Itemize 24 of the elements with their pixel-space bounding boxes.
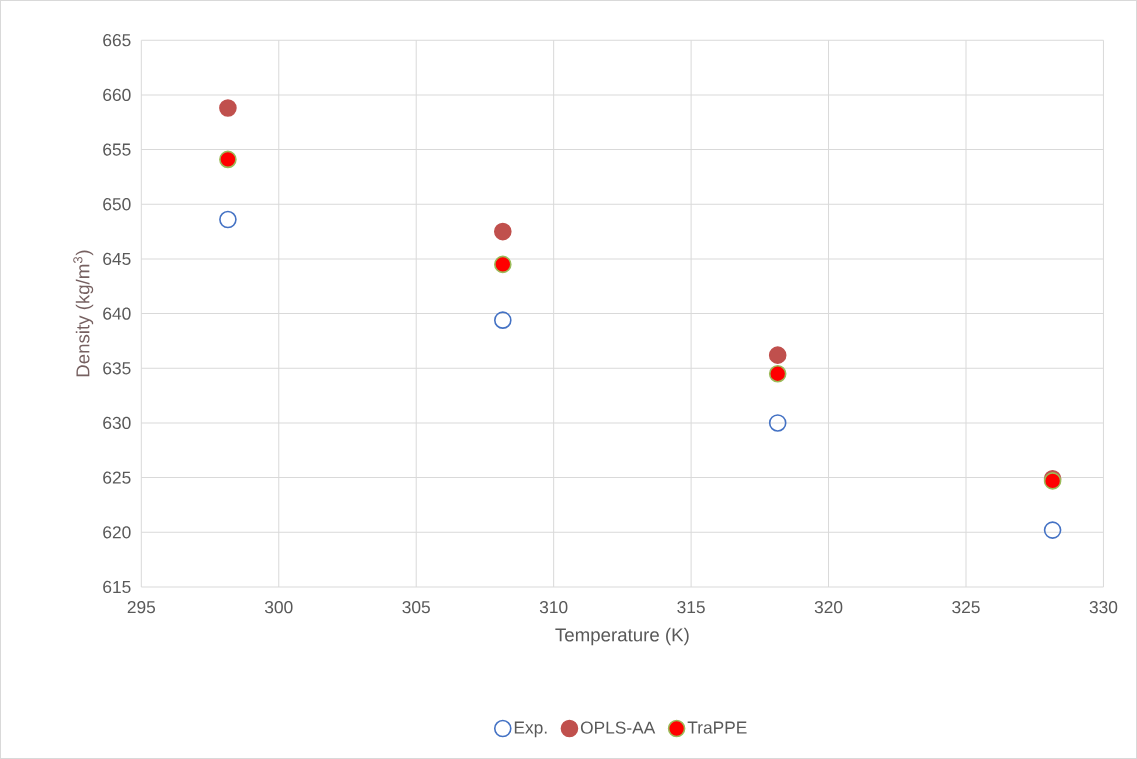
y-tick-label: 620 — [103, 526, 131, 539]
x-tick-label: 315 — [677, 601, 705, 614]
y-tick-label: 635 — [103, 362, 131, 375]
x-tick-label: 330 — [1089, 601, 1118, 614]
x-tick-label: 320 — [814, 601, 843, 614]
x-axis-title: Temperature (K) — [555, 627, 689, 646]
y-tick-label: 630 — [103, 416, 131, 430]
y-axis-title: Density (kg/m$^{3}$) — [73, 250, 94, 377]
y-tick-label: 665 — [103, 34, 131, 47]
x-tick-label: 305 — [402, 601, 430, 614]
y-tick-label: 650 — [103, 198, 131, 211]
y-tick-label: 660 — [103, 88, 131, 102]
y-tick-label: 615 — [103, 580, 131, 594]
y-tick-label: 625 — [103, 471, 131, 484]
x-tick-label: 325 — [952, 601, 980, 614]
legend-label: TraPPE — [687, 721, 747, 734]
y-tick-label: 640 — [103, 307, 131, 320]
x-tick-label: 310 — [539, 601, 568, 614]
y-tick-label: 655 — [103, 143, 131, 156]
legend-label: OPLS-AA — [580, 721, 656, 734]
x-tick-label: 295 — [127, 601, 156, 614]
y-tick-label: 645 — [103, 252, 131, 266]
x-tick-label: 300 — [264, 601, 293, 614]
legend-label: Exp. — [514, 721, 547, 738]
